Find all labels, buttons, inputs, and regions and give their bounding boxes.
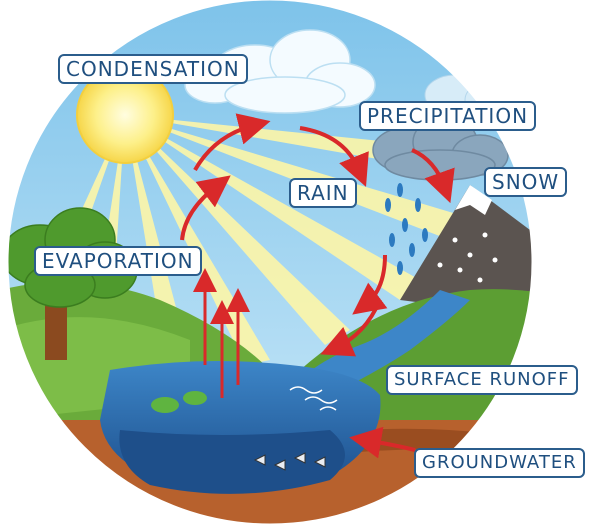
evaporation-label: EVAPORATION — [34, 246, 202, 276]
arrow-condensation-right — [193, 113, 271, 171]
condensation-label: CONDENSATION — [58, 54, 248, 84]
snowflakes — [437, 232, 498, 283]
arrow-evaporation-up — [180, 175, 231, 241]
arrow-runoff — [320, 299, 382, 357]
cycle-arrows — [180, 113, 455, 459]
white-cloud-icon — [184, 29, 376, 114]
surface-runoff-label: SURFACE RUNOFF — [386, 365, 578, 395]
evaporation-arrows — [193, 268, 250, 398]
snow-label: SNOW — [484, 167, 568, 197]
mountain — [400, 185, 532, 320]
arrow-to-snow — [411, 148, 455, 204]
raindrops — [385, 183, 428, 275]
lily-pads — [151, 391, 207, 413]
foam — [289, 386, 338, 411]
deep-water — [119, 430, 345, 494]
rain-label: RAIN — [289, 178, 357, 208]
river — [300, 290, 470, 390]
precipitation-label: PRECIPITATION — [359, 101, 537, 131]
snow-cap — [455, 185, 492, 215]
groundwater-label: GROUNDWATER — [414, 448, 585, 478]
scene-border — [7, 0, 533, 525]
arrow-to-cloud — [299, 126, 369, 187]
fish-icon — [253, 452, 326, 471]
arrow-groundwater — [349, 426, 416, 459]
arrow-rain-down — [352, 254, 388, 315]
